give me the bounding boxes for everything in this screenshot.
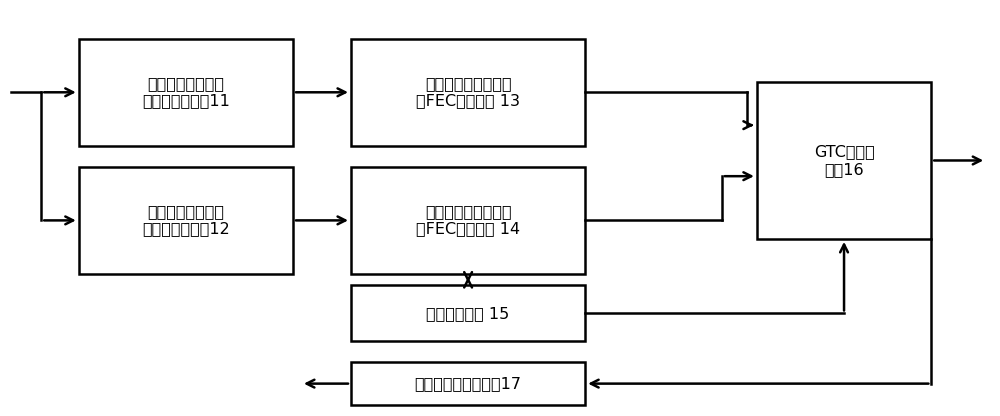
Bar [757, 82, 931, 239]
Bar [351, 285, 585, 341]
Bar [79, 167, 293, 274]
Bar [351, 362, 585, 405]
Text: 上行控制单元 15: 上行控制单元 15 [426, 306, 510, 321]
Bar [351, 167, 585, 274]
Bar [79, 39, 293, 146]
Text: 应用管理软件单元17: 应用管理软件单元17 [415, 376, 522, 391]
Bar [351, 39, 585, 146]
Text: 第一上行突发时钟
及数据恢复单元11: 第一上行突发时钟 及数据恢复单元11 [142, 76, 230, 109]
Text: GTC解帧单
元16: GTC解帧单 元16 [814, 144, 874, 177]
Text: 第二上行定界、解扰
和FEC译码单元 14: 第二上行定界、解扰 和FEC译码单元 14 [416, 204, 520, 237]
Text: 第二上行突发时钟
及数据恢复单元12: 第二上行突发时钟 及数据恢复单元12 [142, 204, 230, 237]
Text: 第一上行定界、解扰
和FEC译码单元 13: 第一上行定界、解扰 和FEC译码单元 13 [416, 76, 520, 109]
